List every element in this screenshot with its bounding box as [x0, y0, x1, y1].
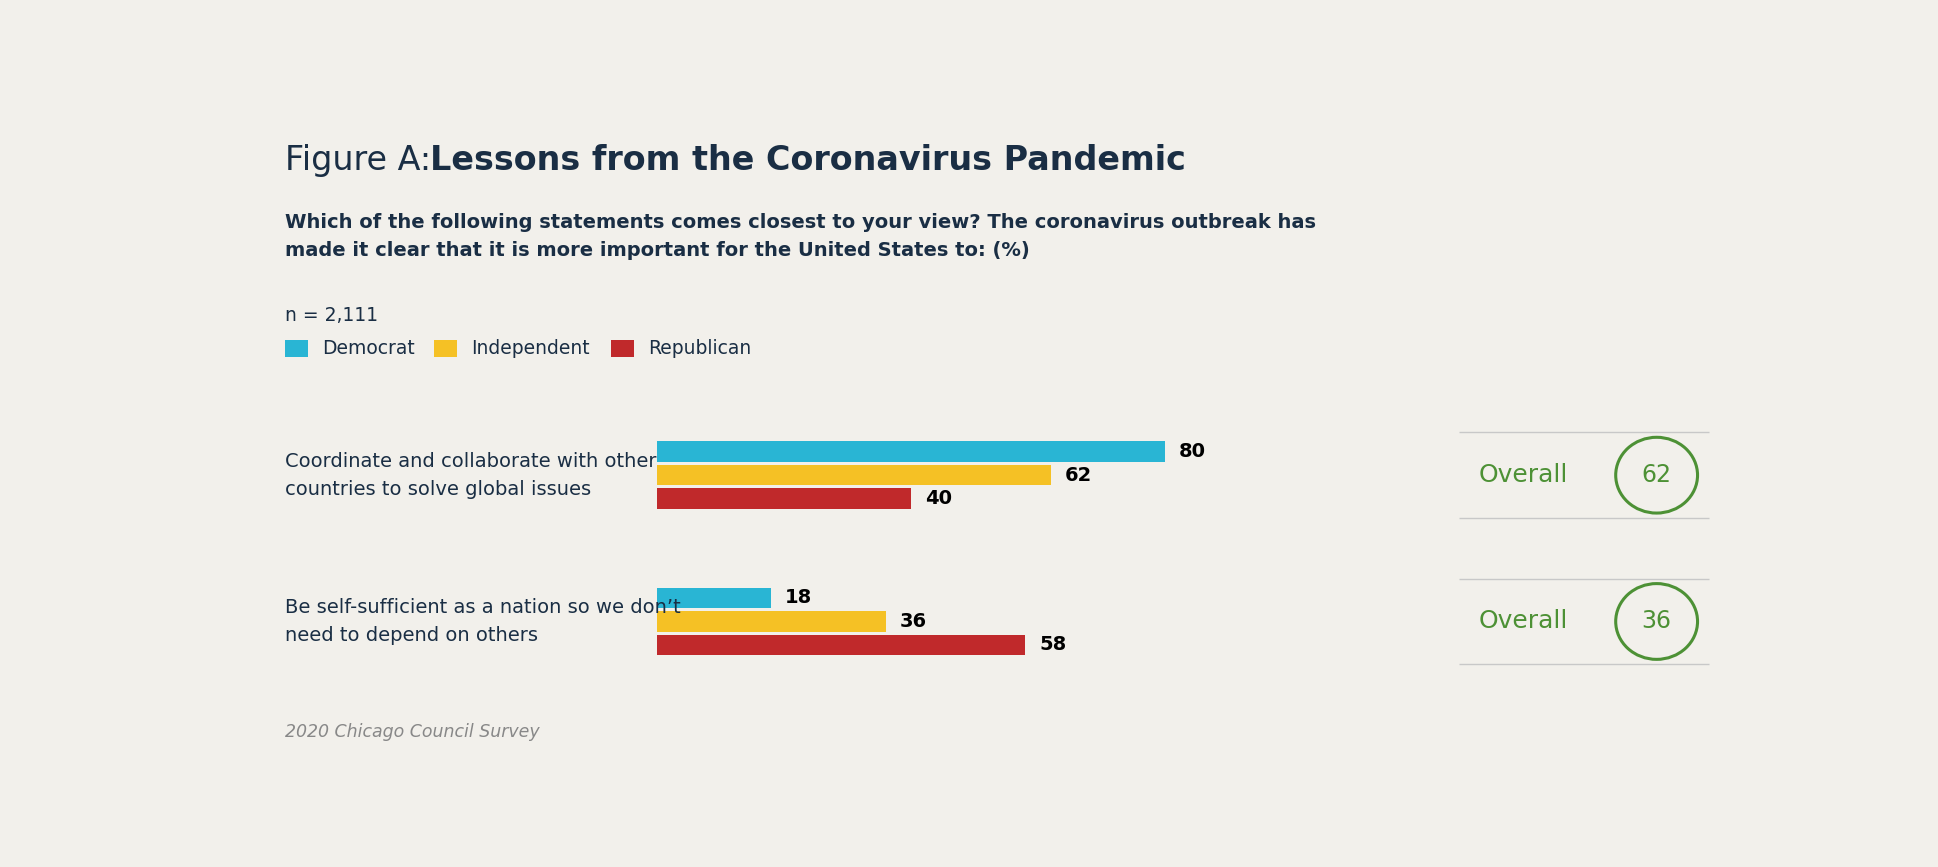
Bar [657, 611, 886, 632]
Bar [657, 488, 911, 509]
Bar [657, 588, 771, 608]
Text: 40: 40 [924, 489, 952, 508]
Bar [434, 341, 457, 357]
Text: 36: 36 [1641, 610, 1672, 634]
Text: Be self-sufficient as a nation so we don’t
need to depend on others: Be self-sufficient as a nation so we don… [285, 598, 680, 645]
Bar [657, 441, 1165, 462]
Text: 2020 Chicago Council Survey: 2020 Chicago Council Survey [285, 723, 539, 740]
Text: 58: 58 [1039, 636, 1066, 655]
Text: Coordinate and collaborate with other
countries to solve global issues: Coordinate and collaborate with other co… [285, 452, 657, 499]
Text: Overall: Overall [1479, 610, 1568, 634]
Text: n = 2,111: n = 2,111 [285, 306, 378, 325]
Bar [610, 341, 634, 357]
Bar [285, 341, 308, 357]
Text: 80: 80 [1178, 442, 1205, 461]
Ellipse shape [1616, 437, 1698, 513]
Bar [657, 465, 1050, 486]
Ellipse shape [1616, 583, 1698, 660]
Text: 36: 36 [899, 612, 926, 631]
Bar [657, 635, 1025, 655]
Text: 18: 18 [785, 589, 812, 608]
Text: Republican: Republican [647, 339, 752, 358]
Text: 62: 62 [1641, 463, 1672, 487]
Text: Which of the following statements comes closest to your view? The coronavirus ou: Which of the following statements comes … [285, 213, 1316, 259]
Text: Independent: Independent [471, 339, 589, 358]
Text: 62: 62 [1064, 466, 1093, 485]
Text: Figure A:: Figure A: [285, 144, 442, 177]
Text: Figure A: ​Lessons from the Coronavirus Pandemic: Figure A: ​Lessons from the Coronavirus … [285, 144, 1110, 177]
Text: Democrat: Democrat [322, 339, 415, 358]
Text: Overall: Overall [1479, 463, 1568, 487]
Text: Lessons from the Coronavirus Pandemic: Lessons from the Coronavirus Pandemic [430, 144, 1186, 177]
